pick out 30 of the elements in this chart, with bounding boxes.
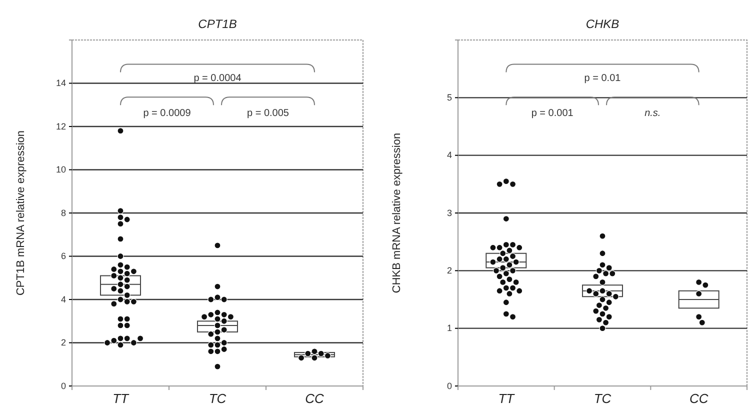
x-tick-label: TT [112, 391, 130, 406]
y-tick-label: 14 [56, 78, 66, 88]
y-tick-label: 3 [446, 208, 452, 218]
y-tick-label: 8 [60, 208, 66, 218]
annotation: p = 0.005 [247, 108, 290, 120]
y-tick-label: 2 [446, 266, 452, 276]
annotation: p = 0.001 [531, 108, 574, 120]
annotation: p = 0.0004 [194, 73, 242, 84]
x-tick-label: CC [689, 391, 709, 406]
x-tick-label: TC [208, 391, 227, 406]
x-tick-label: CC [305, 391, 324, 406]
y-tick-label: 0 [446, 380, 452, 391]
y-tick-label: 10 [56, 164, 66, 175]
y-tick-label: 0 [60, 380, 66, 391]
y-tick-label: 5 [446, 92, 452, 103]
annotation: n.s. [644, 108, 661, 120]
x-tick-label: TC [594, 391, 612, 406]
chart-title: CPT1B [198, 17, 237, 31]
y-tick-label: 12 [56, 121, 66, 132]
y-tick-label: 6 [60, 251, 66, 262]
y-tick-label: 1 [446, 323, 452, 334]
y-axis-title: CPT1B mRNA relative expression [15, 130, 27, 296]
chart-title: CHKB [586, 17, 620, 31]
y-axis-title: CHKB mRNA relative expression [391, 132, 403, 294]
x-tick-label: TT [498, 391, 516, 406]
annotation: p = 0.01 [584, 73, 622, 84]
y-tick-label: 2 [60, 338, 66, 348]
y-tick-label: 4 [60, 294, 66, 304]
y-tick-label: 4 [446, 150, 452, 160]
annotation: p = 0.0009 [143, 108, 192, 120]
